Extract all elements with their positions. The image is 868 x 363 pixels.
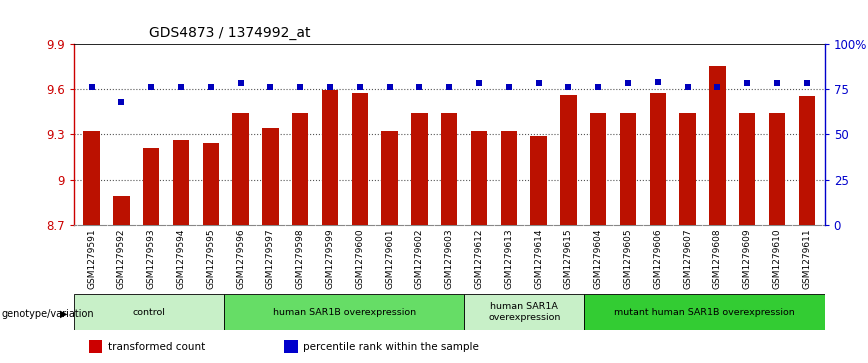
Text: GSM1279608: GSM1279608 [713,229,722,289]
Text: GSM1279603: GSM1279603 [444,229,454,289]
Text: GSM1279601: GSM1279601 [385,229,394,289]
Bar [292,113,308,225]
Bar [284,340,298,353]
Text: transformed count: transformed count [108,342,205,352]
Bar [769,113,786,225]
Point [591,84,605,90]
Text: GSM1279612: GSM1279612 [475,229,483,289]
Point [740,81,754,86]
Text: human SAR1A
overexpression: human SAR1A overexpression [488,302,561,322]
Text: genotype/variation: genotype/variation [2,309,95,319]
Text: GSM1279607: GSM1279607 [683,229,692,289]
Bar [74,294,224,330]
Text: GSM1279594: GSM1279594 [176,229,186,289]
Point [233,81,247,86]
Text: GSM1279615: GSM1279615 [564,229,573,289]
Bar [233,113,249,225]
Text: mutant human SAR1B overexpression: mutant human SAR1B overexpression [614,308,795,317]
Point [85,84,99,90]
Text: ▶: ▶ [60,309,67,319]
Bar [470,131,487,225]
Point [293,84,307,90]
Point [502,84,516,90]
Point [264,84,278,90]
Point [353,84,367,90]
Bar [584,294,825,330]
Text: GSM1279591: GSM1279591 [87,229,96,289]
Text: GSM1279604: GSM1279604 [594,229,602,289]
Bar [89,340,102,353]
Bar [501,131,517,225]
Bar [464,294,584,330]
Text: control: control [133,308,165,317]
Bar [590,113,607,225]
Bar [143,148,160,225]
Bar [620,113,636,225]
Text: GSM1279609: GSM1279609 [743,229,752,289]
Text: GSM1279611: GSM1279611 [802,229,812,289]
Text: GSM1279613: GSM1279613 [504,229,513,289]
Text: GSM1279610: GSM1279610 [773,229,781,289]
Point [204,84,218,90]
Bar [113,196,129,225]
Point [442,84,457,90]
Point [144,84,158,90]
Text: GSM1279597: GSM1279597 [266,229,275,289]
Point [174,84,188,90]
Bar [680,113,696,225]
Text: GSM1279606: GSM1279606 [654,229,662,289]
Point [383,84,397,90]
Point [412,84,426,90]
Text: human SAR1B overexpression: human SAR1B overexpression [273,308,416,317]
Bar [262,128,279,225]
Text: GSM1279614: GSM1279614 [534,229,543,289]
Text: GSM1279602: GSM1279602 [415,229,424,289]
Bar [202,143,219,225]
Bar [322,90,339,225]
Point [323,84,337,90]
Text: GSM1279598: GSM1279598 [296,229,305,289]
Text: GSM1279605: GSM1279605 [623,229,633,289]
Point [562,84,575,90]
Point [770,81,784,86]
Bar [352,93,368,225]
Bar [411,113,428,225]
Point [621,81,635,86]
Bar [381,131,398,225]
Bar [173,140,189,225]
Point [472,81,486,86]
Text: GSM1279592: GSM1279592 [117,229,126,289]
Bar [799,97,815,225]
Text: GSM1279599: GSM1279599 [326,229,334,289]
Bar [83,131,100,225]
Text: percentile rank within the sample: percentile rank within the sample [303,342,478,352]
Point [531,81,545,86]
Text: GDS4873 / 1374992_at: GDS4873 / 1374992_at [149,26,311,40]
Bar [560,95,576,225]
Text: GSM1279593: GSM1279593 [147,229,155,289]
Point [681,84,694,90]
Point [115,99,128,105]
Text: GSM1279595: GSM1279595 [207,229,215,289]
Bar [649,93,666,225]
Bar [530,136,547,225]
Bar [709,66,726,225]
Point [710,84,724,90]
Bar [441,113,457,225]
Bar [224,294,464,330]
Point [651,79,665,85]
Text: GSM1279596: GSM1279596 [236,229,245,289]
Text: GSM1279600: GSM1279600 [355,229,365,289]
Bar [739,113,755,225]
Point [799,81,813,86]
